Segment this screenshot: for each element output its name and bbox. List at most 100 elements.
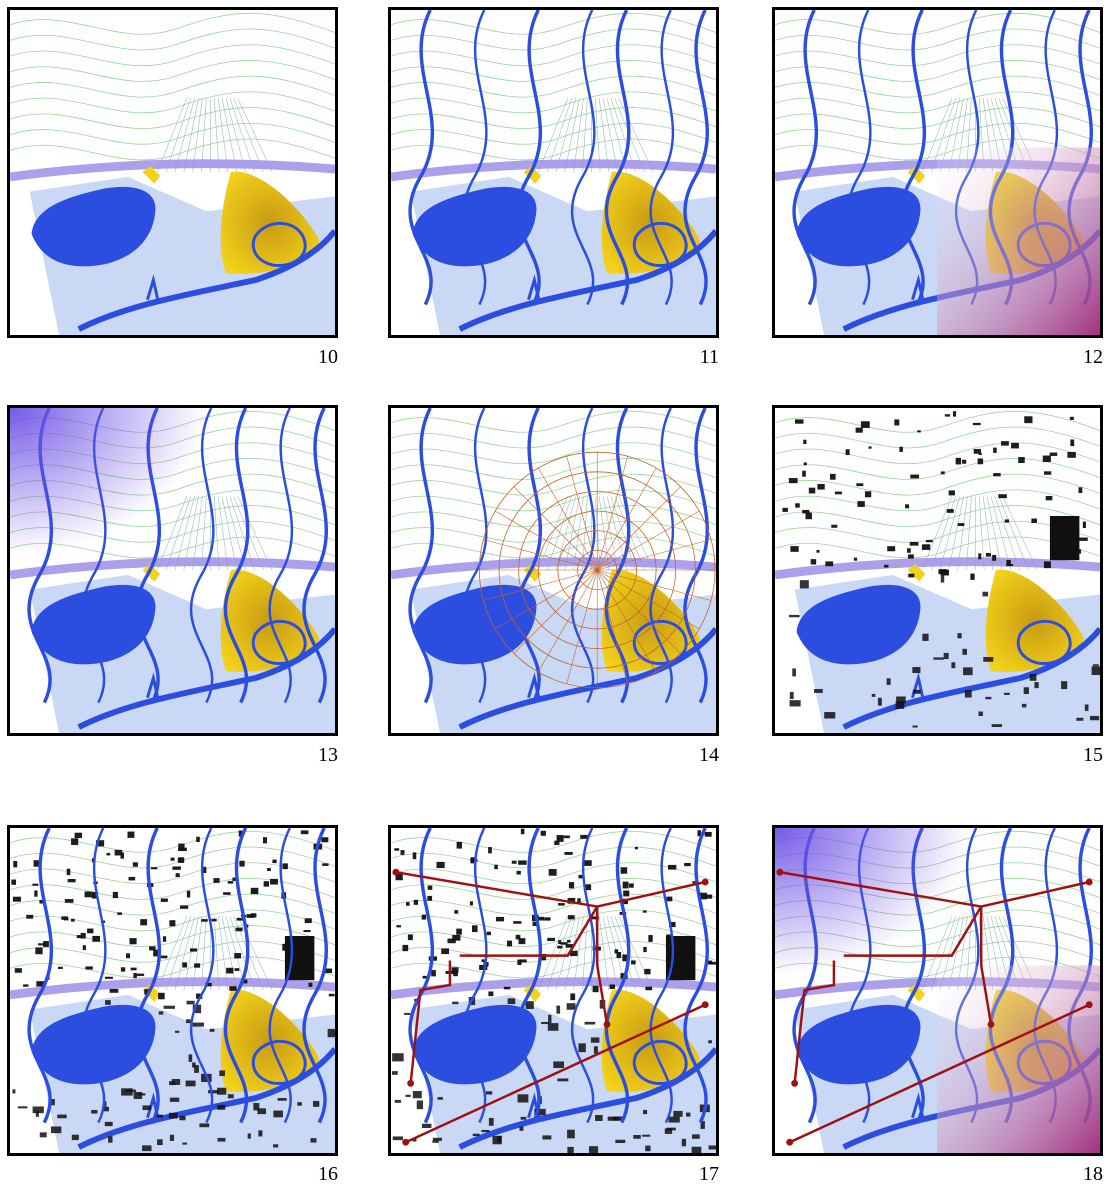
building	[76, 935, 83, 939]
contour-line	[391, 426, 716, 449]
building	[208, 1090, 219, 1094]
building	[1006, 559, 1011, 565]
building	[829, 473, 836, 480]
building	[422, 975, 428, 979]
building	[1082, 521, 1086, 528]
building	[196, 836, 200, 843]
contour-line	[10, 28, 335, 51]
building	[909, 541, 919, 546]
building	[567, 1129, 575, 1139]
arrow-head	[402, 1138, 410, 1146]
building	[38, 943, 46, 946]
building	[277, 1098, 287, 1101]
building	[973, 448, 981, 454]
building	[620, 867, 628, 874]
contour-line	[10, 122, 335, 145]
sun-spoke	[597, 510, 700, 571]
building	[121, 1088, 133, 1096]
building	[327, 1028, 335, 1038]
contour-line	[391, 473, 716, 496]
building	[615, 1139, 626, 1144]
building	[628, 883, 634, 888]
sun-spoke	[597, 569, 700, 630]
building	[182, 1142, 188, 1145]
contour-line	[10, 12, 335, 35]
wind-ribbon	[649, 10, 675, 306]
building	[583, 884, 592, 891]
building	[518, 938, 526, 945]
building	[481, 959, 486, 962]
building	[595, 1115, 603, 1121]
building	[486, 931, 491, 936]
wetland-patch	[142, 564, 161, 582]
building	[273, 1144, 279, 1148]
building	[1049, 452, 1058, 456]
building	[142, 1105, 152, 1111]
contour-line	[10, 909, 335, 932]
contour-line	[391, 91, 716, 114]
map-12	[775, 10, 1100, 335]
building	[943, 652, 949, 660]
building	[313, 1100, 320, 1107]
sun-spoke	[566, 456, 598, 571]
contour-line	[775, 489, 1100, 512]
building	[560, 942, 568, 945]
building	[472, 925, 478, 933]
building	[209, 1028, 215, 1032]
building	[142, 1145, 152, 1152]
building	[887, 546, 896, 552]
contour-line	[391, 122, 716, 145]
street-line	[229, 98, 255, 173]
building	[810, 559, 817, 565]
building	[516, 870, 521, 875]
highway-band	[391, 557, 716, 580]
building	[400, 850, 405, 855]
sun-spoke	[513, 569, 598, 654]
wind-ribbon	[570, 828, 596, 1124]
building	[824, 712, 836, 719]
building	[421, 1123, 432, 1129]
building	[273, 1110, 283, 1118]
building	[1042, 455, 1051, 462]
contour-line	[10, 893, 335, 916]
movement-arrows	[392, 868, 709, 1146]
building	[71, 838, 79, 845]
building	[323, 968, 333, 974]
building	[168, 1112, 178, 1119]
building	[1092, 664, 1099, 667]
building	[127, 831, 135, 838]
arrow-head	[603, 1020, 611, 1028]
lake	[412, 186, 537, 267]
building	[396, 925, 402, 928]
contour-line	[775, 410, 1100, 433]
building	[303, 930, 311, 933]
building	[864, 491, 872, 498]
building	[1078, 487, 1083, 494]
building	[169, 1081, 176, 1086]
sun-spoke	[483, 539, 598, 571]
building	[553, 1061, 565, 1069]
building	[520, 1116, 527, 1120]
building	[150, 867, 158, 870]
building	[300, 830, 309, 835]
street-line	[618, 916, 654, 991]
building	[175, 873, 180, 878]
building	[642, 1109, 648, 1115]
panel-number-11: 11	[699, 346, 719, 368]
contour-line	[775, 107, 1100, 129]
building	[405, 1094, 411, 1097]
wind-ribbon	[408, 10, 435, 306]
contour-line	[391, 909, 716, 932]
lake	[31, 186, 156, 267]
street-line	[998, 496, 1029, 571]
building	[12, 1089, 16, 1094]
contour-line	[391, 505, 716, 527]
building	[117, 912, 122, 915]
building	[1043, 471, 1052, 475]
building	[160, 955, 168, 959]
building	[217, 1087, 227, 1095]
building	[868, 446, 872, 449]
wind-ribbon	[604, 10, 631, 306]
wind-ribbon	[570, 10, 596, 306]
contour-line	[775, 60, 1100, 82]
